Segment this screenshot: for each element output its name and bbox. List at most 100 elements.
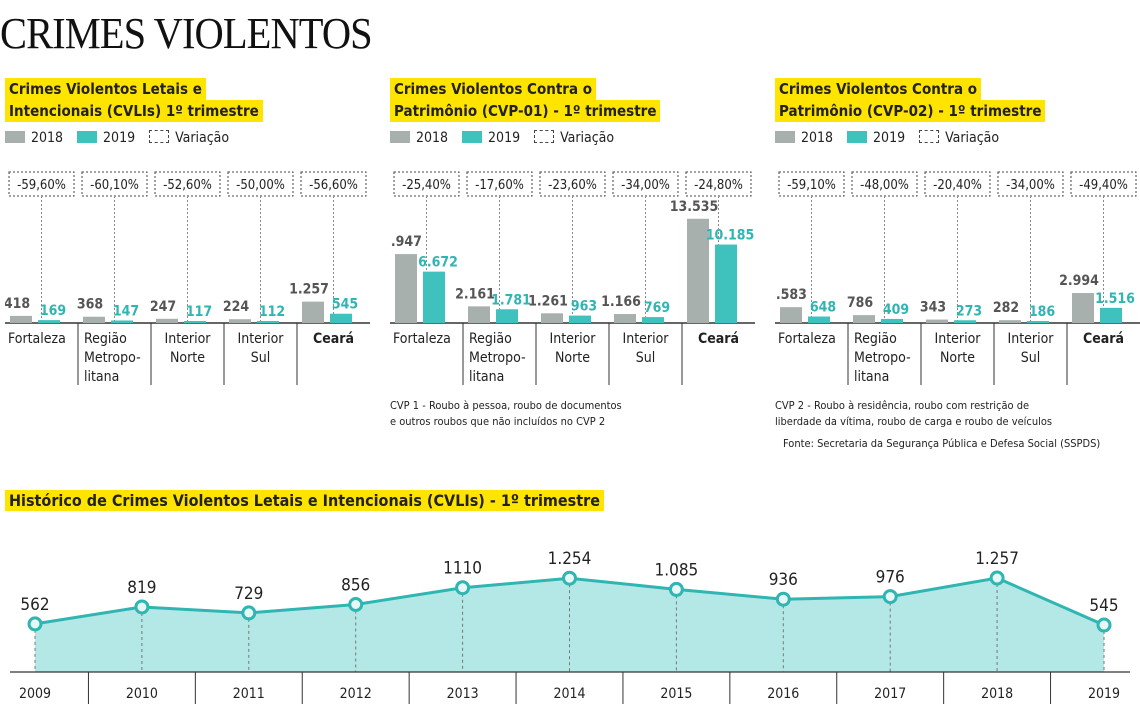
panel-note: CVP 2 - Roubo à residência, roubo com re…	[775, 398, 1052, 430]
variation-label: -48,00%	[860, 178, 909, 193]
note-line: liberdade da vítima, roubo de carga e ro…	[775, 415, 1053, 428]
variation-label: -34,00%	[621, 178, 670, 193]
bar-value-label: 112	[259, 304, 285, 320]
legend-swatch-2018	[390, 131, 410, 143]
x-tick-label: 2014	[553, 686, 585, 702]
data-label: 1110	[443, 559, 482, 579]
panel-title-line: Crimes Violentos Contra o	[775, 78, 982, 100]
legend-swatch-2019	[77, 131, 98, 143]
x-tick-label: 2018	[981, 686, 1013, 702]
bar-2018	[156, 318, 178, 323]
variation-label: -56,60%	[309, 178, 358, 193]
bar-value-label: 418	[5, 296, 30, 312]
bar-value-label: 247	[150, 299, 176, 315]
x-tick-label: 2013	[447, 686, 479, 702]
bar-value-label: 409	[883, 302, 909, 318]
bar-2019	[881, 318, 903, 323]
panel-title-line: Crimes Violentos Contra o	[390, 78, 597, 100]
variation-label: -34,00%	[1006, 178, 1055, 193]
category-label: Interior	[238, 331, 285, 347]
data-point	[134, 599, 150, 615]
data-point	[348, 597, 364, 613]
bar-2018	[614, 314, 636, 323]
bar-value-label: 545	[332, 297, 358, 313]
data-label: 729	[234, 584, 263, 604]
legend-variation: Variação	[919, 130, 999, 146]
variation-label: -59,10%	[787, 178, 836, 193]
panel-title-line: Intencionais (CVLIs) 1º trimestre	[5, 100, 263, 122]
category-label: Metropo-	[854, 350, 911, 366]
legend-label: 2019	[873, 130, 906, 146]
bar-value-label: 648	[810, 300, 836, 316]
panel-cvp01: Crimes Violentos Contra o Patrimônio (CVP…	[390, 78, 762, 458]
category-label: Interior	[935, 331, 982, 347]
bar-value-label: 343	[920, 300, 946, 316]
category-label: Interior	[550, 331, 597, 347]
panel-title-line: Patrimônio (CVP-02) - 1º trimestre	[775, 100, 1046, 122]
bar-2018	[999, 320, 1021, 323]
legend: 2018 2019 Variação	[5, 130, 229, 146]
category-label: Ceará	[313, 331, 354, 347]
note-line: e outros roubos que não incluídos no CVP…	[390, 415, 606, 428]
bar-value-label: 8.947	[390, 234, 422, 250]
legend-label: Variação	[175, 130, 230, 146]
category-label: Norte	[170, 350, 205, 366]
bar-value-label: 1.257	[289, 282, 329, 298]
panel-cvp02: Crimes Violentos Contra o Patrimônio (CVP…	[775, 78, 1140, 458]
panel-title-line: Patrimônio (CVP-01) - 1º trimestre	[390, 100, 661, 122]
bar-value-label: 273	[956, 303, 982, 319]
category-label: litana	[84, 369, 119, 385]
bar-chart: -59,60% 418 169 Fortaleza -60,10% 368 147 Regiã…	[5, 171, 370, 385]
category-label: litana	[469, 369, 504, 385]
data-label: 936	[769, 570, 798, 590]
data-point	[989, 570, 1005, 586]
source-note: Fonte: Secretaria da Segurança Pública e…	[783, 437, 1101, 450]
bar-2019	[808, 316, 830, 323]
category-label: Região	[469, 331, 512, 347]
category-label: Norte	[940, 350, 975, 366]
bar-2018	[10, 315, 32, 323]
variation-label: -25,40%	[402, 178, 451, 193]
legend-label: 2019	[103, 130, 136, 146]
data-point	[562, 570, 577, 586]
bar-value-label: 186	[1029, 304, 1056, 320]
legend-swatch-2019	[847, 131, 868, 143]
legend-2019: 2019	[847, 130, 905, 146]
data-label: 1.257	[975, 549, 1019, 569]
bar-2018	[229, 319, 251, 323]
bar-2019	[715, 244, 737, 323]
legend-swatch-variation	[534, 130, 555, 143]
bar-value-label: 6.672	[418, 255, 458, 271]
category-label: Ceará	[698, 331, 739, 347]
bar-value-label: 1.261	[528, 293, 568, 309]
category-label: Norte	[555, 350, 590, 366]
main-title: CRIMES VIOLENTOS	[0, 9, 373, 58]
bar-2018	[926, 319, 948, 323]
category-label: Metropo-	[469, 350, 526, 366]
panel-title-line: Crimes Violentos Letais e	[5, 78, 206, 100]
legend-2019: 2019	[462, 130, 520, 146]
bar-2018	[395, 254, 417, 323]
legend-swatch-2018	[775, 131, 795, 143]
category-label: Região	[854, 331, 897, 347]
legend-label: Variação	[560, 130, 615, 146]
bar-value-label: 963	[571, 299, 597, 315]
data-label: 819	[127, 578, 156, 598]
legend-swatch-variation	[919, 130, 940, 143]
category-label: Sul	[1021, 350, 1040, 366]
legend-2018: 2018	[390, 130, 448, 146]
x-tick-label: 2019	[1088, 686, 1120, 702]
variation-label: -52,60%	[163, 178, 212, 193]
category-label: Ceará	[1083, 331, 1124, 347]
bar-value-label: 169	[40, 303, 66, 319]
bar-value-label: 10.185	[706, 228, 755, 244]
bar-value-label: 769	[644, 300, 670, 316]
panel-cvli: Crimes Violentos Letais e Intencionais (C…	[5, 78, 377, 458]
bar-2019	[38, 320, 60, 323]
bar-2019	[569, 315, 591, 323]
data-label: 562	[20, 595, 49, 615]
variation-label: -60,10%	[90, 178, 139, 193]
bar-2018	[687, 218, 709, 323]
